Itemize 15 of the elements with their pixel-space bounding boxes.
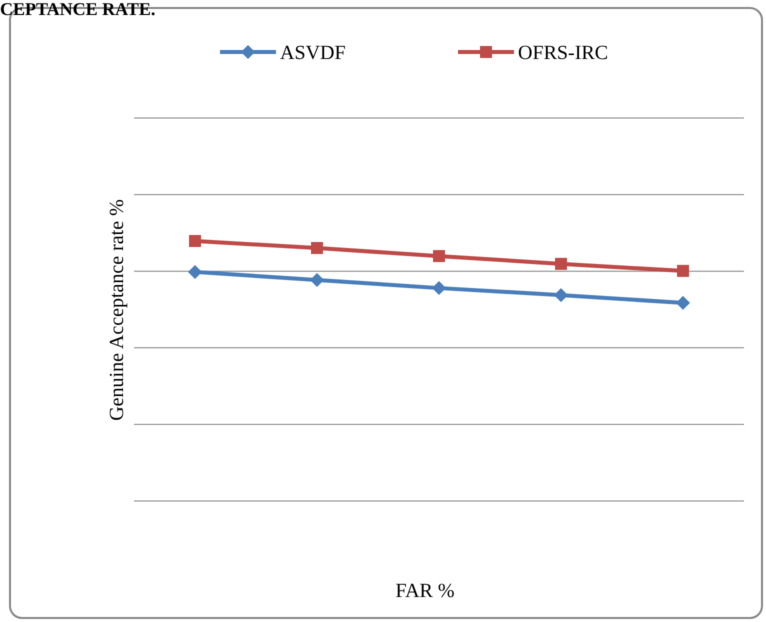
point xyxy=(676,296,690,310)
legend-label: OFRS-IRC xyxy=(518,42,608,64)
point xyxy=(311,242,323,254)
point xyxy=(432,281,446,296)
legend-label: ASVDF xyxy=(280,42,346,64)
point xyxy=(310,273,324,287)
x-axis-title: FAR % xyxy=(395,580,455,602)
text: CEPTANCE RATE. xyxy=(0,0,156,19)
point xyxy=(677,264,689,277)
point xyxy=(189,235,201,247)
point xyxy=(188,264,202,279)
point xyxy=(555,258,567,270)
point xyxy=(554,288,568,302)
y-axis-title: Genuine Acceptance rate % xyxy=(106,199,128,421)
point xyxy=(433,250,445,262)
